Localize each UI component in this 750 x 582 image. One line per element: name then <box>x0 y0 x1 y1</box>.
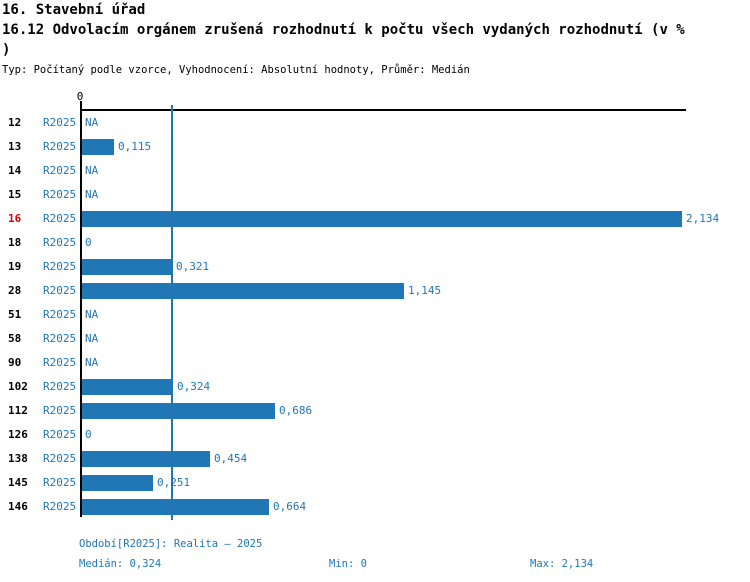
row-category-label: 58 <box>8 332 22 345</box>
row-period-label: R2025 <box>43 164 77 177</box>
row-period-label: R2025 <box>43 404 77 417</box>
value-bar <box>82 259 172 275</box>
row-category-label: 28 <box>8 284 22 297</box>
chart-meta-line: Typ: Počítaný podle vzorce, Vyhodnocení:… <box>2 64 470 76</box>
row-period-label: R2025 <box>43 476 77 489</box>
y-axis-line <box>80 101 82 517</box>
row-category-label: 18 <box>8 236 22 249</box>
row-category-label: 146 <box>8 500 28 513</box>
chart-row-19: 19 R2025 0,321 <box>0 255 750 279</box>
bar-value-label: NA <box>85 188 99 201</box>
row-category-label: 12 <box>8 116 22 129</box>
bar-value-label: 0 <box>85 236 92 249</box>
row-period-label: R2025 <box>43 116 77 129</box>
row-period-label: R2025 <box>43 332 77 345</box>
row-category-label: 14 <box>8 164 22 177</box>
bar-value-label: 2,134 <box>686 212 720 225</box>
row-period-label: R2025 <box>43 452 77 465</box>
row-category-label: 13 <box>8 140 22 153</box>
bar-value-label: 0,686 <box>279 404 313 417</box>
row-period-label: R2025 <box>43 500 77 513</box>
row-period-label: R2025 <box>43 284 77 297</box>
chart-row-102: 102 R2025 0,324 <box>0 375 750 399</box>
chart-row-14: 14 R2025 NA <box>0 159 750 183</box>
chart-row-15: 15 R2025 NA <box>0 183 750 207</box>
chart-row-16: 16 R2025 2,134 <box>0 207 750 231</box>
bar-value-label: NA <box>85 332 99 345</box>
row-period-label: R2025 <box>43 380 77 393</box>
row-period-label: R2025 <box>43 188 77 201</box>
row-category-label: 126 <box>8 428 28 441</box>
bar-value-label: 0,251 <box>157 476 191 489</box>
median-reference-line <box>171 105 173 520</box>
value-bar <box>82 403 275 419</box>
value-bar <box>82 475 153 491</box>
bar-value-label: 0,664 <box>273 500 307 513</box>
bar-value-label: 0 <box>85 428 92 441</box>
chart-row-112: 112 R2025 0,686 <box>0 399 750 423</box>
value-bar <box>82 139 114 155</box>
value-bar <box>82 379 173 395</box>
footer-period-label: Období[R2025]: Realita – 2025 <box>79 538 263 550</box>
bar-value-label: 0,115 <box>118 140 152 153</box>
x-axis-line <box>80 109 686 111</box>
row-category-label: 102 <box>8 380 28 393</box>
row-category-label: 51 <box>8 308 22 321</box>
bar-value-label: 1,145 <box>408 284 442 297</box>
chart-row-138: 138 R2025 0,454 <box>0 447 750 471</box>
row-period-label: R2025 <box>43 308 77 321</box>
row-category-label: 145 <box>8 476 28 489</box>
chart-row-12: 12 R2025 NA <box>0 111 750 135</box>
chart-row-126: 126 R2025 0 <box>0 423 750 447</box>
chart-subtitle: 16.12 Odvolacím orgánem zrušená rozhodnu… <box>2 22 685 58</box>
bar-value-label: NA <box>85 356 99 369</box>
bar-value-label: 0,321 <box>176 260 210 273</box>
bar-value-label: NA <box>85 308 99 321</box>
row-period-label: R2025 <box>43 212 77 225</box>
chart-row-13: 13 R2025 0,115 <box>0 135 750 159</box>
row-category-label: 112 <box>8 404 28 417</box>
bar-value-label: 0,454 <box>214 452 248 465</box>
row-period-label: R2025 <box>43 356 77 369</box>
row-category-label: 15 <box>8 188 22 201</box>
row-period-label: R2025 <box>43 260 77 273</box>
value-bar <box>82 499 269 515</box>
footer-max-label: Max: 2,134 <box>530 558 594 570</box>
row-category-label: 19 <box>8 260 22 273</box>
chart-row-51: 51 R2025 NA <box>0 303 750 327</box>
bar-value-label: 0,324 <box>177 380 211 393</box>
value-bar <box>82 451 210 467</box>
row-category-label: 138 <box>8 452 28 465</box>
bar-value-label: NA <box>85 116 99 129</box>
chart-row-18: 18 R2025 0 <box>0 231 750 255</box>
chart-row-145: 145 R2025 0,251 <box>0 471 750 495</box>
value-bar <box>82 283 404 299</box>
chart-row-146: 146 R2025 0,664 <box>0 495 750 519</box>
row-period-label: R2025 <box>43 428 77 441</box>
value-bar <box>82 211 682 227</box>
chart-row-58: 58 R2025 NA <box>0 327 750 351</box>
x-axis-zero-tick: 0 <box>76 90 84 103</box>
chart-row-28: 28 R2025 1,145 <box>0 279 750 303</box>
footer-median-label: Medián: 0,324 <box>79 558 162 570</box>
row-category-label: 90 <box>8 356 22 369</box>
chart-row-90: 90 R2025 NA <box>0 351 750 375</box>
row-category-label: 16 <box>8 212 22 225</box>
footer-min-label: Min: 0 <box>329 558 367 570</box>
row-period-label: R2025 <box>43 140 77 153</box>
bar-value-label: NA <box>85 164 99 177</box>
row-period-label: R2025 <box>43 236 77 249</box>
page-title: 16. Stavební úřad <box>2 2 146 18</box>
